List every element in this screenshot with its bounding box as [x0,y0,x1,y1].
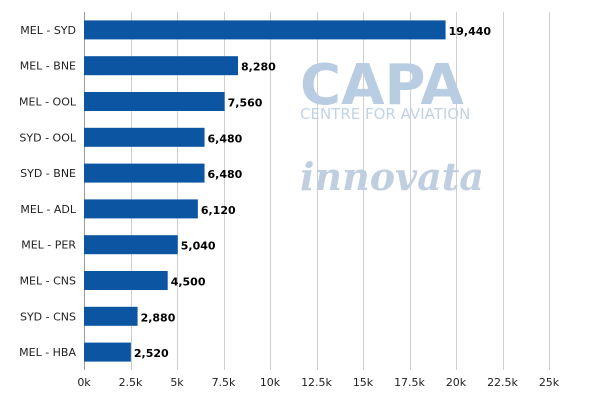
x-tick-label: 2.5k [119,376,143,389]
bar [84,92,225,111]
value-label: 8,280 [241,61,276,74]
category-label: MEL - SYD [20,24,76,37]
value-label: 5,040 [181,240,216,253]
category-label: MEL - PER [21,239,76,252]
watermarks: CAPA CENTRE FOR AVIATION innovata [300,53,484,199]
value-label: 7,560 [228,97,263,110]
x-tick-label: 25k [539,376,560,389]
x-tick-label: 12.5k [301,376,332,389]
capa-watermark: CAPA [300,53,464,118]
category-label: MEL - ADL [20,203,77,216]
category-label: MEL - BNE [20,60,76,73]
value-label: 4,500 [171,276,206,289]
category-label: SYD - OOL [19,131,76,144]
category-label: SYD - BNE [20,167,76,180]
category-labels: MEL - SYD MEL - BNE MEL - OOL SYD - OOL SYD … [19,24,77,359]
category-label: MEL - CNS [20,275,76,288]
value-label: 6,480 [208,168,243,181]
value-label: 6,120 [201,204,236,217]
category-label: SYD - CNS [20,310,76,323]
value-label: 19,440 [449,25,492,38]
bar [84,127,205,147]
bar [84,306,138,326]
bar [84,56,239,76]
x-axis-ticks: 0k 2.5k 5k 7.5k 10k 12.5k 15k 17.5k 20k 22.5k 25k [77,376,559,389]
bar [84,235,178,255]
value-label: 2,880 [141,311,176,324]
bar [84,199,198,219]
bar [84,20,446,40]
x-tick-label: 17.5k [394,376,425,389]
value-labels: 19,440 8,280 7,560 6,480 6,480 6,120 5,040 4,50… [134,25,492,360]
bar [84,271,168,290]
x-tick-label: 0k [77,376,91,389]
x-tick-label: 10k [260,376,281,389]
category-label: MEL - HBA [19,346,76,359]
bar [84,342,131,362]
value-label: 6,480 [208,132,243,145]
x-tick-label: 15k [353,376,374,389]
x-tick-label: 22.5k [487,376,518,389]
x-tick-label: 7.5k [212,376,236,389]
innovata-watermark: innovata [300,154,484,199]
bars [84,20,446,362]
x-tick-label: 20k [446,376,467,389]
bar [84,163,205,183]
capa-subtitle-watermark: CENTRE FOR AVIATION [300,105,470,123]
category-label: MEL - OOL [19,96,77,109]
x-tick-label: 5k [170,376,184,389]
value-label: 2,520 [134,347,169,360]
